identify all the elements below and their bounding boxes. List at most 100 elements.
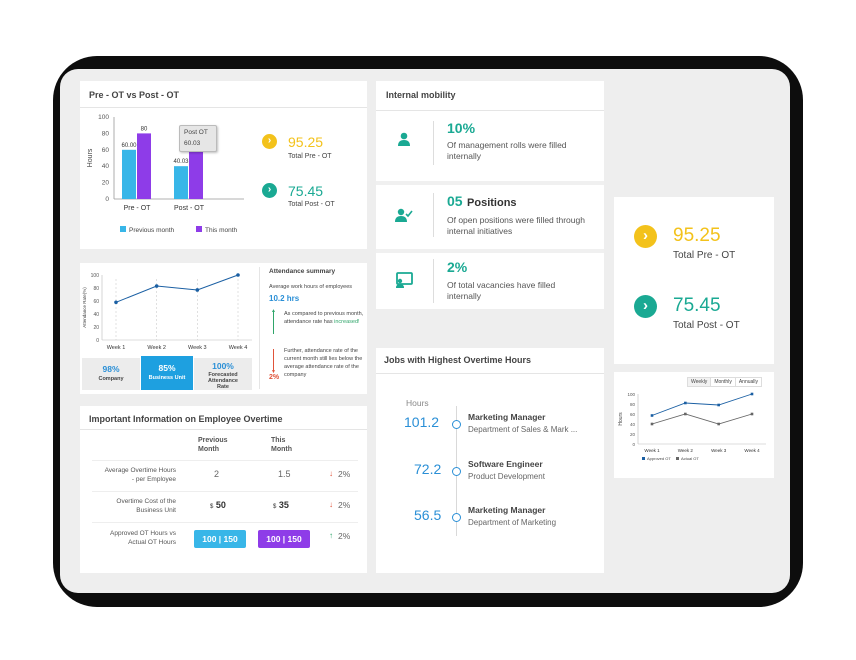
y-tick-label: 60 [93,299,99,305]
timeline-dot [452,420,461,429]
data-point [650,414,654,417]
bar [189,149,203,199]
data-point [195,288,200,292]
data-point [236,273,240,277]
chevron-right-icon[interactable]: › [634,295,657,318]
jobs-overtime-card: Jobs with Highest Overtime Hours Hours 1… [376,348,604,573]
dashboard-screen: Pre - OT vs Post - OT 0 20 40 60 80 100 Hours 6… [60,69,790,593]
legend-label: Previous month [129,227,175,234]
col-header-previous: Previous Month [198,437,228,453]
data-point [750,412,754,416]
attendance-stat-forecast: 100% Forecasted Attendance Rate [194,358,252,390]
series-line [651,393,753,416]
data-point [684,412,687,416]
user-icon [398,132,410,146]
avg-hours-label: Average work hours of employees [269,284,353,290]
x-tick-label: Post - OT [174,205,205,212]
y-tick-label: 40 [102,163,110,170]
x-tick-label: Week 1 [644,448,660,453]
arrow-down-icon: ↓ [329,469,333,478]
y-tick-label: 80 [630,402,636,407]
total-pre-value: 95.25 [673,225,721,246]
internal-mobility-card: Internal mobility 10% Of management roll… [376,81,604,309]
attendance-stat-business-unit[interactable]: 85% Business Unit [141,356,193,390]
x-tick-label: Week 3 [711,448,727,453]
y-axis-label: Hours [87,148,94,167]
timeline-dot [452,513,461,522]
arrow-down-icon: ↓ [329,500,333,509]
bar [174,166,188,199]
attendance-stat-company: 98% Company [82,358,140,390]
x-tick-label: Week 3 [188,345,207,351]
chart-tooltip: Post OT 60.03 [179,125,217,152]
y-tick-label: 100 [627,392,635,397]
card-title: Jobs with Highest Overtime Hours [384,355,532,365]
bar-data-label: 60.00 [121,143,137,149]
legend-swatch [196,226,202,232]
approved-vs-actual-this: 100 | 150 [258,530,310,548]
series-line [115,274,239,303]
y-tick-label: 60 [630,412,636,417]
data-point [114,300,118,305]
totals-card: › 95.25 Total Pre - OT › 75.45 Total Pos… [614,197,774,364]
y-tick-label: 60 [102,147,110,154]
job-item: 101.2 Marketing Manager Department of Sa… [404,412,578,434]
legend-swatch [120,226,126,232]
total-post-value: 75.45 [673,295,721,316]
data-point [717,422,720,426]
legend-label: Actual OT [681,456,699,461]
mobility-item: 2% Of total vacancies have filled intern… [376,253,604,309]
pre-post-ot-card: Pre - OT vs Post - OT 0 20 40 60 80 100 Hours 6… [80,81,367,249]
y-tick-label: 20 [93,325,99,331]
table-row: Overtime Cost of the Business Unit $ 50 … [92,491,358,522]
tab-monthly[interactable]: Monthly [711,378,736,386]
timeline-dot [452,467,461,476]
y-tick-label: 80 [93,286,99,292]
tab-annually[interactable]: Annually [738,379,759,385]
arrow-up-icon: ↑ [329,531,333,540]
card-title: Important Information on Employee Overti… [89,414,283,424]
table-row: Approved OT Hours vs Actual OT Hours 100… [92,522,358,553]
x-tick-label: Week 4 [744,448,760,453]
important-info-card: Important Information on Employee Overti… [80,406,367,573]
y-tick-label: 20 [630,432,636,437]
chevron-right-icon[interactable]: › [634,225,657,248]
card-title: Internal mobility [386,90,456,100]
col-header-this: This Month [271,437,292,453]
legend-label: Approved OT [647,456,671,461]
legend-swatch [642,457,645,460]
bar [137,133,151,199]
approved-vs-actual-line-chart: 0 20 40 60 80 100 Hours Week 1 Week 2 Week 3 Week … [618,392,766,461]
tab-weekly[interactable]: Weekly [688,378,712,386]
series-line [651,413,753,425]
chevron-right-icon[interactable]: › [262,183,277,198]
chevron-right-icon[interactable]: › [262,134,277,149]
bar-data-label: 40.03 [173,159,189,165]
data-point [650,422,654,426]
y-tick-label: 40 [93,312,99,318]
total-post-value: 75.45 [288,183,324,199]
y-tick-label: 0 [96,338,99,344]
attendance-line-chart: 0 20 40 60 80 100 Attendance Rate(%) Week 1 Week… [82,273,252,351]
table-row: Average Overtime Hours - per Employee 2 … [92,460,358,491]
avg-hours-value: 10.2 hrs [269,294,300,303]
note-increase-text: As compared to previous month, attendanc… [284,311,364,325]
mobility-item: 05 Positions Of open positions were fill… [376,185,604,249]
y-tick-label: 100 [98,114,109,121]
arrow-down-icon [273,349,274,372]
card-title: Pre - OT vs Post - OT [89,90,180,100]
y-axis-label: Hours [618,412,624,426]
bar-data-label: 80 [141,126,148,132]
arrow-up-icon [273,311,274,334]
x-tick-label: Week 2 [678,448,694,453]
x-tick-label: Week 4 [229,345,248,351]
data-point [684,401,687,405]
total-pre-label: Total Pre - OT [288,153,332,160]
total-pre-label: Total Pre - OT [673,250,736,261]
legend-label: This month [205,227,238,234]
data-point [750,392,754,396]
y-tick-label: 100 [91,273,100,279]
mobility-item: 10% Of management rolls were filled inte… [376,111,604,181]
total-post-label: Total Post - OT [673,320,740,331]
